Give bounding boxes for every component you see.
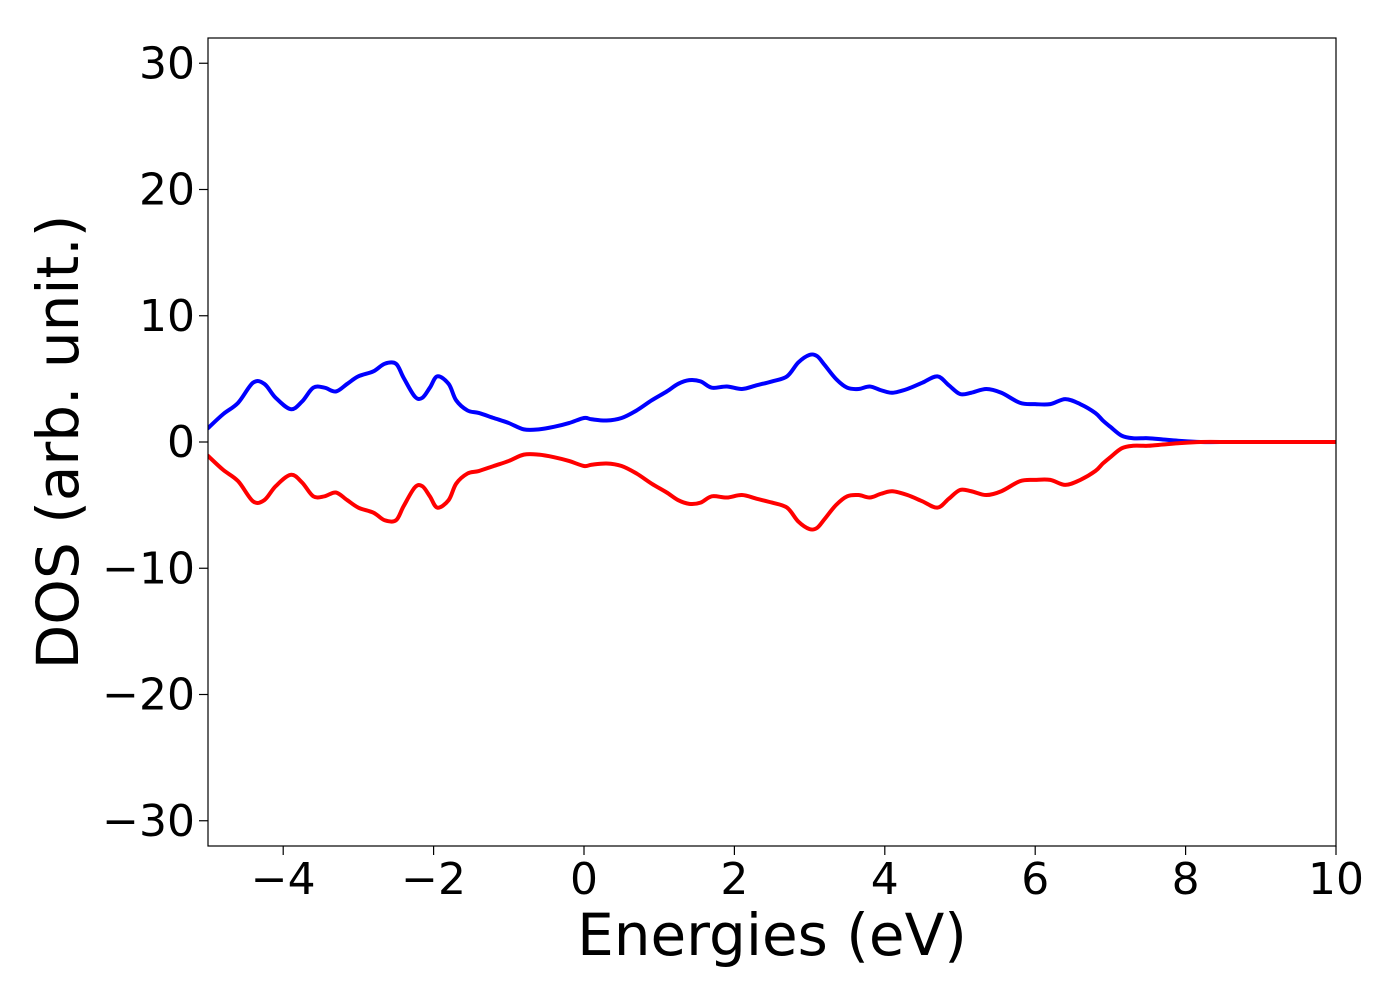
y-tick-label: −20 [102,670,195,721]
x-tick-label: 0 [570,854,598,905]
x-tick-label: 8 [1172,854,1200,905]
x-axis-ticks: −4 −2 0 2 4 6 8 10 [251,846,1364,905]
y-tick-label: 0 [167,417,195,468]
x-tick-label: 2 [720,854,748,905]
dos-series-line-2 [208,439,1336,532]
x-tick-label: 4 [871,854,899,905]
x-tick-label: 6 [1021,854,1049,905]
x-tick-label: −4 [251,854,316,905]
series-layer [208,352,1336,532]
x-tick-label: −2 [401,854,466,905]
plot-area [208,38,1336,846]
x-axis-label: Energies (eV) [577,901,967,969]
y-tick-label: −10 [102,543,195,594]
x-tick-label: 10 [1308,854,1364,905]
y-tick-label: 20 [139,165,195,216]
y-tick-label: 30 [139,38,195,89]
y-tick-label: −30 [102,796,195,847]
y-axis-ticks: 30 20 10 0 −10 −20 −30 [102,38,208,847]
dos-series-line-1 [208,352,1336,445]
y-tick-label: 10 [139,291,195,342]
y-axis-label: DOS (arb. unit.) [24,215,92,670]
